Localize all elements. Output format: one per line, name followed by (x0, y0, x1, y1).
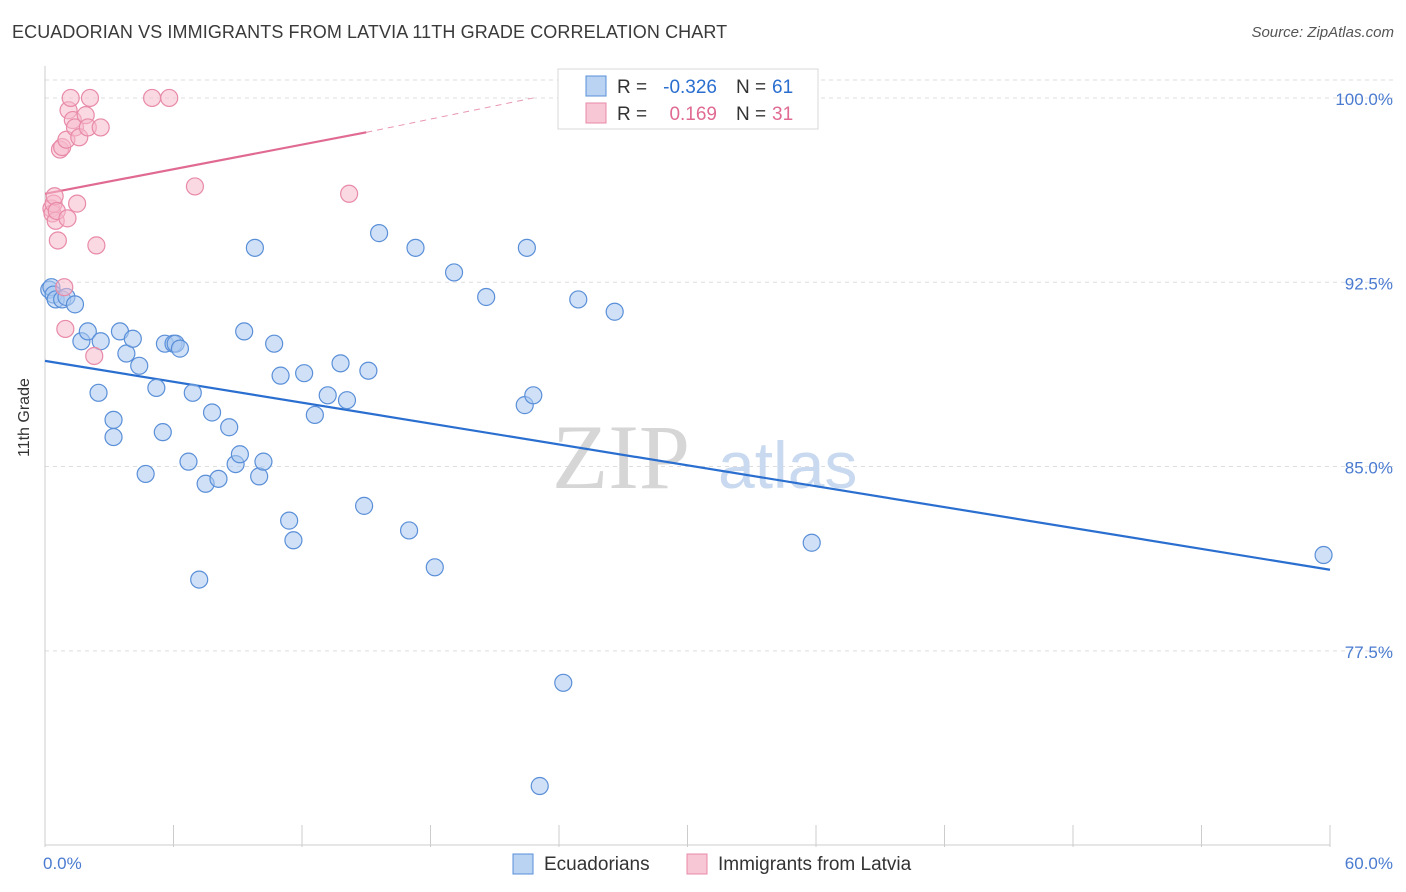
ecuadorians-point (254, 452, 273, 471)
latvia-point (87, 236, 106, 255)
ecuadorians-point (190, 570, 209, 589)
y-tick-label: 77.5% (1345, 643, 1393, 662)
ecuadorians-point (123, 329, 142, 348)
y-tick-label: 85.0% (1345, 459, 1393, 478)
ecuadorians-point (444, 263, 464, 282)
ecuadorians-point (530, 776, 549, 796)
ecuadorians-point (569, 290, 588, 309)
watermark-zip: ZIP (552, 406, 690, 508)
ecuadorians-point (399, 521, 419, 540)
bottom-legend-label: Ecuadorians (544, 854, 650, 875)
latvia-point (68, 194, 87, 213)
ecuadorians-point (202, 403, 222, 422)
ecuadorians-point (104, 427, 123, 447)
ecuadorians-point (425, 558, 444, 577)
watermark-atlas: atlas (718, 428, 857, 502)
ecuadorians-point (130, 356, 149, 375)
ecuadorians-point (209, 469, 228, 488)
ecuadorians-point (1314, 545, 1333, 565)
ecuadorians-point (305, 405, 324, 425)
latvia-point (340, 184, 359, 203)
ecuadorians-point (359, 361, 378, 380)
ecuadorians-point (179, 452, 198, 471)
legend-n-value: 31 (772, 104, 793, 125)
latvia-point (160, 88, 179, 108)
ecuadorians-point (230, 445, 249, 464)
ecuadorians-point (802, 533, 821, 552)
legend-n-value: 61 (772, 77, 793, 98)
ecuadorians-point (65, 295, 85, 314)
ecuadorians-point (265, 334, 284, 353)
ecuadorians-point (136, 464, 155, 484)
latvia-trend-extension (366, 97, 534, 133)
legend-r-label: R = (617, 104, 647, 125)
latvia-trend-line (44, 131, 367, 195)
ecuadorians-point (147, 378, 166, 398)
ecuadorians-point (318, 386, 337, 405)
legend-swatch (585, 75, 607, 97)
ecuadorians-point (235, 322, 254, 341)
ecuadorians-point (517, 238, 536, 257)
ecuadorians-point (605, 302, 624, 321)
ecuadorians-point (295, 364, 314, 383)
ecuadorians-point (153, 423, 172, 442)
ecuadorians-point (477, 287, 496, 307)
ecuadorians-trend-line (44, 359, 1331, 571)
bottom-legend-swatch (686, 853, 708, 875)
ecuadorians-point (170, 339, 190, 358)
ecuadorians-point (406, 238, 425, 257)
ecuadorians-point (370, 224, 389, 243)
latvia-point (48, 231, 67, 250)
latvia-point (142, 88, 162, 108)
ecuadorians-point (183, 383, 202, 402)
ecuadorians-point (89, 383, 108, 402)
latvia-point (58, 209, 77, 228)
ecuadorians-point (331, 354, 350, 373)
ecuadorians-point (104, 410, 123, 429)
x-tick-label-min: 0.0% (43, 854, 82, 873)
chart-title: ECUADORIAN VS IMMIGRANTS FROM LATVIA 11T… (12, 22, 728, 42)
legend-swatch (585, 102, 607, 124)
bottom-legend-swatch (512, 853, 534, 875)
latvia-point (80, 88, 100, 108)
ecuadorians-point (220, 418, 239, 437)
legend-n-label: N = (736, 104, 766, 125)
ecuadorians-point (337, 391, 357, 410)
ecuadorians-point (280, 511, 299, 530)
latvia-point (61, 88, 80, 108)
y-tick-label: 92.5% (1345, 274, 1393, 293)
latvia-point (55, 278, 74, 297)
latvia-point (91, 118, 110, 137)
ecuadorians-point (78, 322, 97, 341)
source-label: Source: ZipAtlas.com (1251, 24, 1394, 41)
ecuadorians-point (554, 673, 573, 692)
x-tick-label-max: 60.0% (1345, 854, 1393, 873)
latvia-point (185, 177, 205, 196)
legend-r-value: 0.169 (669, 104, 717, 125)
bottom-legend-label: Immigrants from Latvia (718, 854, 912, 875)
ecuadorians-point (271, 366, 290, 385)
legend-r-label: R = (617, 77, 647, 98)
latvia-point (85, 346, 104, 366)
y-tick-label: 100.0% (1335, 90, 1393, 109)
ecuadorians-point (355, 496, 374, 515)
ecuadorians-point (524, 386, 543, 405)
ecuadorians-point (284, 531, 303, 550)
latvia-point (56, 319, 75, 339)
legend-n-label: N = (736, 77, 766, 98)
ecuadorians-point (245, 238, 264, 257)
legend-r-value: -0.326 (663, 77, 717, 98)
